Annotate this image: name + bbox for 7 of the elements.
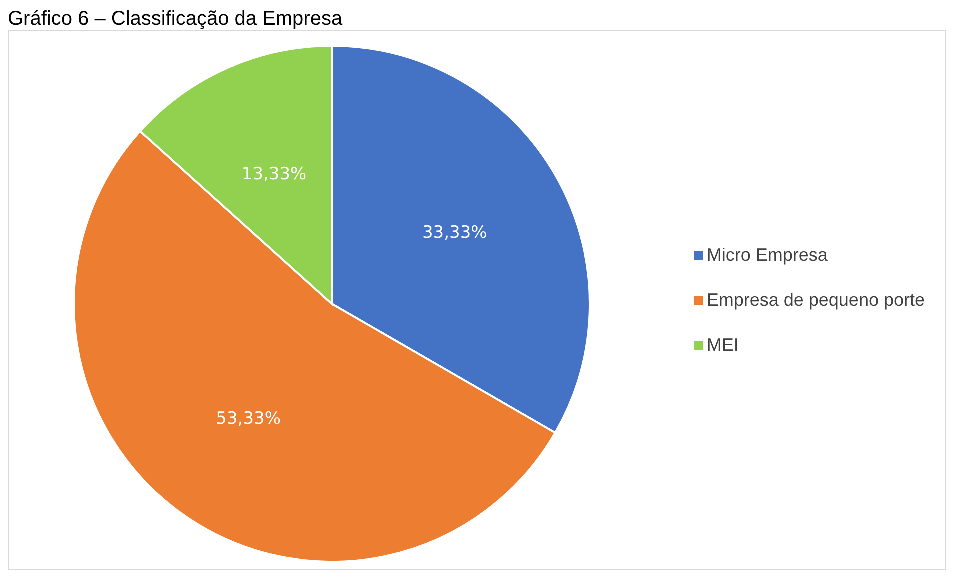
data-label: 33,33% [422,223,488,244]
legend-label: Micro Empresa [706,244,828,264]
legend-label: Empresa de pequeno porte [706,290,925,310]
data-label: 53,33% [216,408,281,429]
data-label: 13,33% [242,164,307,184]
chart-title: Gráfico 6 – Classificação da Empresa [8,8,344,30]
legend-label: MEI [706,334,739,354]
